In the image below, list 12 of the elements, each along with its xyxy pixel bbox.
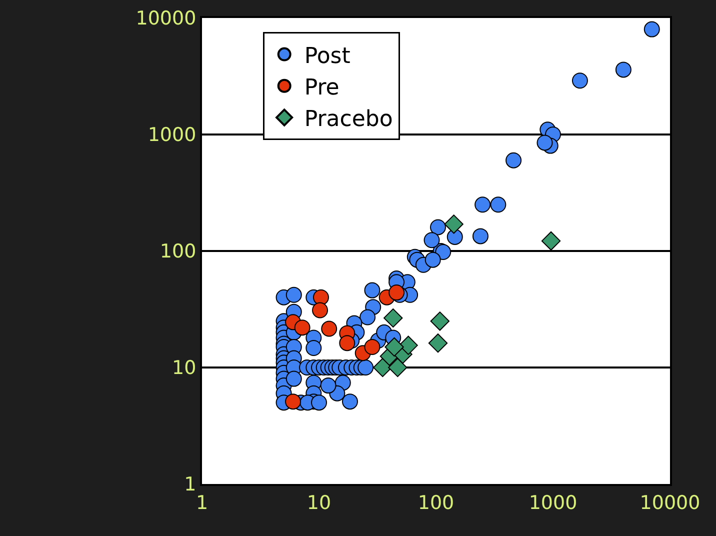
y-tick-label: 10000 xyxy=(136,8,196,30)
legend-label: Pre xyxy=(304,75,340,100)
x-tick-label: 100 xyxy=(418,492,454,514)
y-tick-label: 1 xyxy=(184,474,196,496)
x-tick-label: 10 xyxy=(306,492,332,514)
legend-label: Pracebo xyxy=(304,107,393,132)
legend-label: Post xyxy=(304,44,351,69)
y-tick-label: 100 xyxy=(160,240,196,263)
x-tick-label: 1000 xyxy=(528,492,578,514)
x-tick-label: 10000 xyxy=(640,492,700,514)
y-tick-label: 10 xyxy=(172,357,196,380)
y-tick-label: 1000 xyxy=(148,124,196,146)
